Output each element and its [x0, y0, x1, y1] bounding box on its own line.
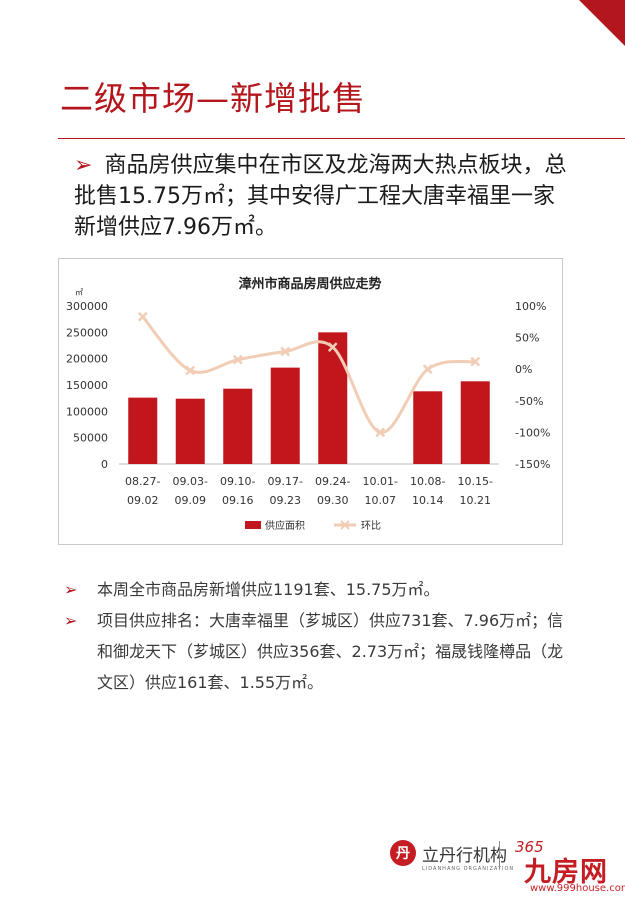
bullet-text: 本周全市商品房新增供应1191套、15.75万㎡。: [97, 580, 440, 599]
right-tick-label: -50%: [515, 395, 543, 408]
bar-supply-area: [128, 397, 158, 464]
x-tick-label: 09.03-09.09: [173, 475, 208, 507]
page-title: 二级市场—新增批售: [60, 79, 366, 118]
left-tick-label: 50000: [73, 432, 108, 445]
x-tick-label: 08.27-09.02: [125, 475, 160, 507]
bar-supply-area: [318, 332, 348, 464]
bar-supply-area: [413, 391, 443, 464]
legend-bar-swatch: [245, 521, 261, 529]
arrow-bullet-icon: ➢: [64, 580, 78, 599]
line-point-marker: [422, 364, 433, 375]
lead-text: 商品房供应集中在市区及龙海两大热点板块，总批售15.75万㎡；其中安得广工程大唐…: [74, 153, 567, 240]
bullet-text: 项目供应排名：大唐幸福里（芗城区）供应731套、7.96万㎡；信和御龙天下（芗城…: [97, 611, 564, 692]
legend-line-marker: [340, 520, 350, 530]
footer-divider: [499, 841, 500, 869]
bar-supply-area: [175, 398, 205, 464]
seal-icon: 丹: [390, 840, 416, 866]
x-tick-label: 10.08-10.14: [410, 475, 445, 507]
watermark-logo: 九房网: [524, 857, 608, 888]
line-mom-change: [141, 315, 476, 434]
brand-logo: 丹 立丹行机构: [390, 840, 507, 866]
bullet-item: ➢ 本周全市商品房新增供应1191套、15.75万㎡。: [64, 574, 564, 605]
right-tick-label: -100%: [515, 426, 550, 439]
title-divider: [58, 138, 625, 139]
left-tick-label: 0: [101, 458, 108, 471]
left-tick-label: 250000: [66, 326, 108, 339]
bar-supply-area: [223, 388, 253, 464]
brand-name: 立丹行机构: [422, 845, 507, 866]
left-tick-label: 100000: [66, 405, 108, 418]
bullet-item: ➢ 项目供应排名：大唐幸福里（芗城区）供应731套、7.96万㎡；信和御龙天下（…: [64, 605, 564, 698]
bullet-list: ➢ 本周全市商品房新增供应1191套、15.75万㎡。 ➢ 项目供应排名：大唐幸…: [64, 574, 564, 698]
y-axis-unit: ㎡: [75, 288, 83, 297]
line-point-marker: [232, 354, 243, 365]
x-tick-label: 10.15-10.21: [458, 475, 493, 507]
left-tick-label: 300000: [66, 300, 108, 313]
line-point-marker: [470, 356, 481, 367]
brand-subtitle: LIDANHANG ORGANIZATION: [422, 866, 515, 872]
left-tick-label: 200000: [66, 353, 108, 366]
corner-accent: [579, 0, 625, 46]
x-tick-label: 10.01-10.07: [363, 475, 398, 507]
line-point-marker: [137, 311, 148, 322]
arrow-bullet-icon: ➢: [74, 153, 93, 178]
x-tick-label: 09.24-09.30: [315, 475, 350, 507]
bar-supply-area: [270, 367, 300, 464]
legend-bar-label: 供应面积: [265, 519, 305, 532]
line-point-marker: [327, 342, 338, 352]
right-tick-label: 100%: [515, 300, 546, 313]
logo-365: 365: [515, 838, 544, 856]
bar-supply-area: [460, 381, 490, 464]
line-point-marker: [280, 346, 291, 357]
x-tick-label: 09.17-09.23: [268, 475, 303, 507]
x-tick-label: 09.10-09.16: [220, 475, 255, 507]
lead-paragraph: ➢ 商品房供应集中在市区及龙海两大热点板块，总批售15.75万㎡；其中安得广工程大…: [74, 150, 574, 243]
right-tick-label: 0%: [515, 363, 532, 376]
legend-line-label: 环比: [361, 520, 381, 532]
watermark-url: www.999house.com: [530, 883, 625, 894]
right-tick-label: 50%: [515, 332, 539, 345]
left-tick-label: 150000: [66, 379, 108, 392]
line-point-marker: [185, 365, 196, 376]
line-point-marker: [375, 427, 386, 438]
arrow-bullet-icon: ➢: [64, 611, 78, 630]
right-tick-label: -150%: [515, 458, 550, 471]
chart-title: 漳州市商品房周供应走势: [238, 276, 381, 292]
